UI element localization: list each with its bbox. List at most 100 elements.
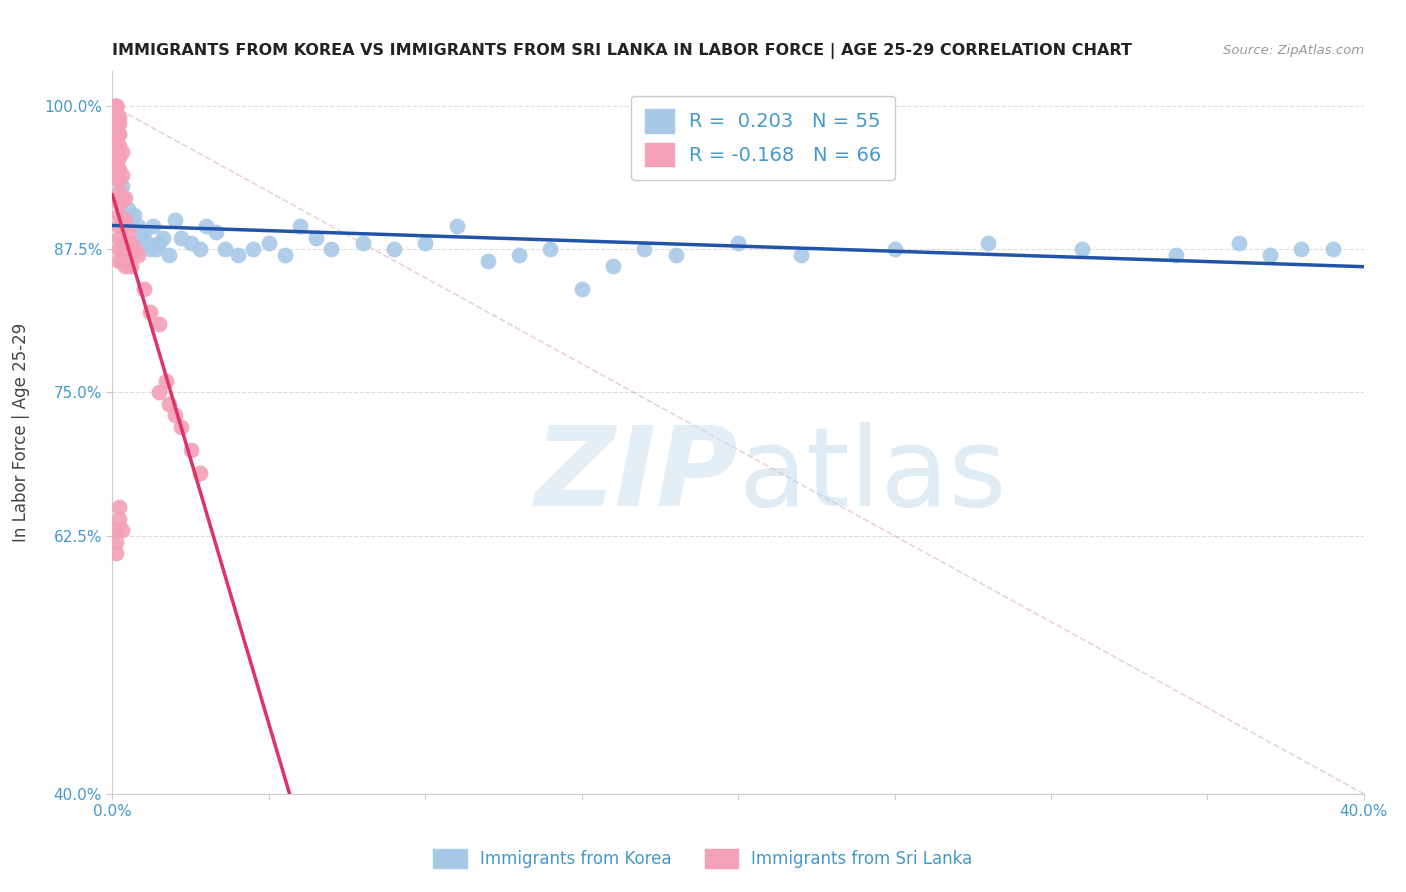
Point [111,190,134,204]
Point [111,242,134,256]
Point [104,534,127,549]
Point [226,248,249,262]
Point [107,161,129,176]
Point [114,219,136,234]
Point [477,253,499,268]
Point [382,242,405,256]
Point [135,236,157,251]
Point [104,99,127,113]
Point [508,248,530,262]
Point [127,248,149,262]
Point [727,236,749,251]
Point [129,230,152,244]
Point [148,385,170,400]
Point [170,230,193,244]
Point [127,219,149,234]
Point [145,242,167,256]
Text: atlas: atlas [738,423,1007,530]
Point [120,260,142,274]
Point [1166,248,1188,262]
Point [104,523,127,537]
Point [111,190,134,204]
Point [107,139,129,153]
Point [290,219,312,234]
Point [1258,248,1281,262]
Point [124,208,146,222]
Point [104,99,127,113]
Point [170,420,193,434]
Point [111,253,134,268]
Point [214,242,236,256]
Point [104,546,127,560]
Point [180,236,202,251]
Point [664,248,686,262]
Point [107,173,129,187]
Point [107,500,129,515]
Point [1291,242,1313,256]
Point [446,219,468,234]
Point [107,185,129,199]
Point [204,225,226,239]
Point [104,99,127,113]
Point [114,236,136,251]
Point [107,196,129,211]
Point [107,253,129,268]
Point [107,116,129,130]
Point [157,248,180,262]
Point [104,99,127,113]
Point [107,110,129,124]
Point [117,225,139,239]
Point [104,139,127,153]
Legend: Immigrants from Korea, Immigrants from Sri Lanka: Immigrants from Korea, Immigrants from S… [426,842,980,875]
Point [157,397,180,411]
Point [111,168,134,182]
Point [107,128,129,142]
Point [117,248,139,262]
Point [152,230,174,244]
Text: Source: ZipAtlas.com: Source: ZipAtlas.com [1223,44,1364,57]
Point [163,213,186,227]
Point [1227,236,1250,251]
Point [163,409,186,423]
Point [117,202,139,216]
Point [104,145,127,159]
Point [790,248,813,262]
Point [305,230,328,244]
Text: IMMIGRANTS FROM KOREA VS IMMIGRANTS FROM SRI LANKA IN LABOR FORCE | AGE 25-29 CO: IMMIGRANTS FROM KOREA VS IMMIGRANTS FROM… [112,43,1132,59]
Point [104,161,127,176]
Point [195,219,218,234]
Point [107,511,129,525]
Point [180,442,202,457]
Point [104,110,127,124]
Point [104,128,127,142]
Point [352,236,374,251]
Point [142,219,165,234]
Point [104,99,127,113]
Point [148,236,170,251]
Point [104,168,127,182]
Point [111,179,134,194]
Point [104,110,127,124]
Text: ZIP: ZIP [534,423,738,530]
Point [977,236,1000,251]
Point [104,133,127,147]
Point [321,242,343,256]
Y-axis label: In Labor Force | Age 25-29: In Labor Force | Age 25-29 [13,323,30,542]
Point [107,208,129,222]
Legend: R =  0.203   N = 55, R = -0.168   N = 66: R = 0.203 N = 55, R = -0.168 N = 66 [631,95,896,180]
Point [139,242,162,256]
Point [883,242,905,256]
Point [540,242,562,256]
Point [148,317,170,331]
Point [114,213,136,227]
Point [415,236,437,251]
Point [104,156,127,170]
Point [104,150,127,164]
Point [107,150,129,164]
Point [188,242,211,256]
Point [120,213,142,227]
Point [257,236,280,251]
Point [111,236,134,251]
Point [273,248,295,262]
Point [633,242,655,256]
